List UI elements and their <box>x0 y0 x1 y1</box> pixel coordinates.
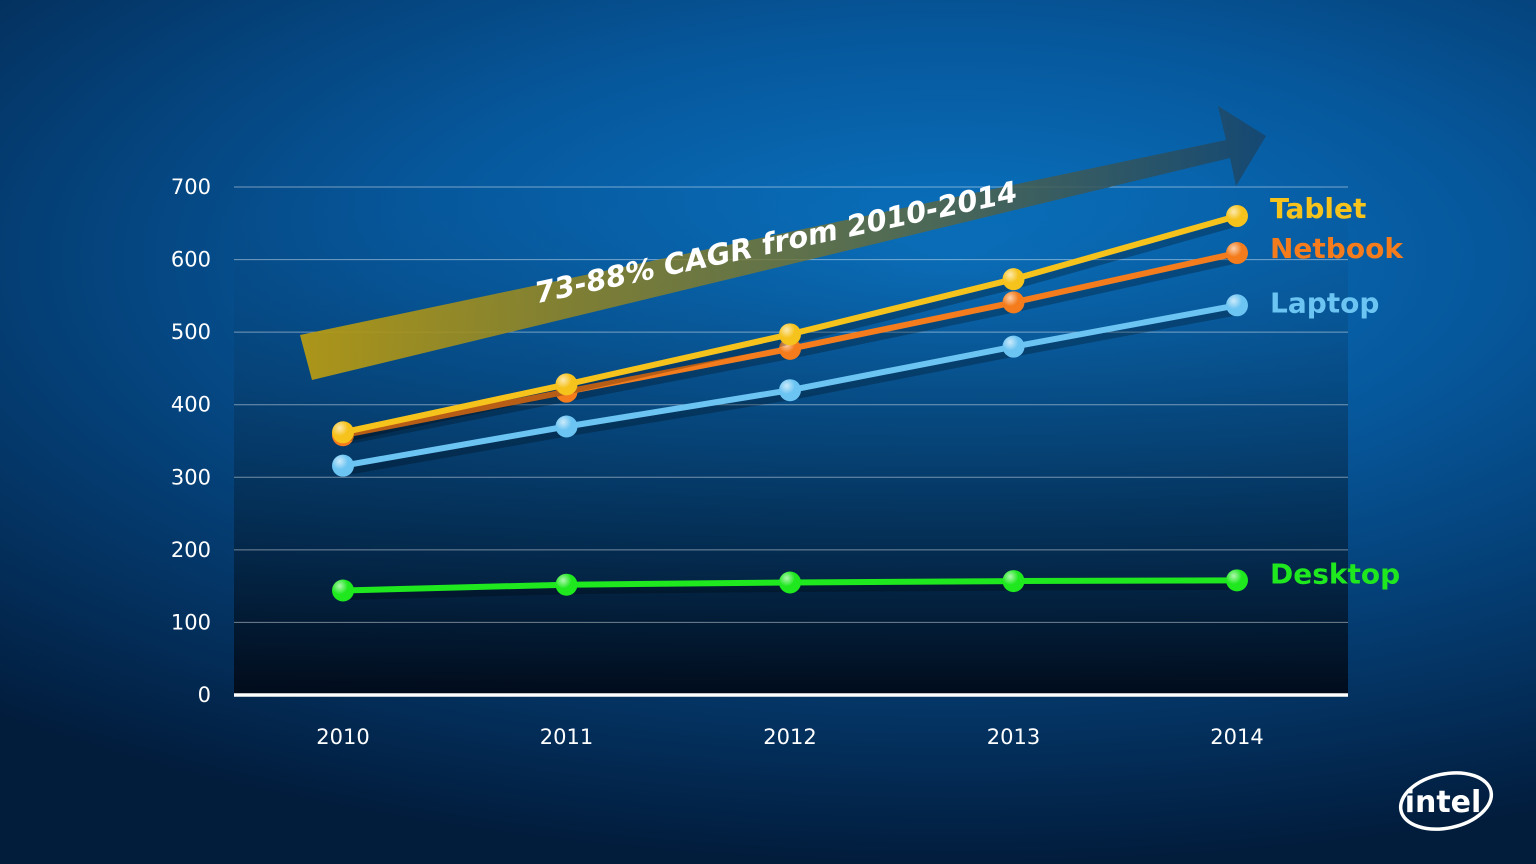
desktop-point-highlight <box>332 579 354 602</box>
y-tick-label: 0 <box>198 683 211 707</box>
y-tick-label: 100 <box>171 610 211 634</box>
x-tick-label: 2013 <box>987 725 1040 749</box>
laptop-point-highlight <box>779 379 801 402</box>
tablet-point-highlight <box>1226 205 1248 228</box>
laptop-series: Laptop <box>332 286 1379 477</box>
desktop-series-label: Desktop <box>1270 557 1400 590</box>
x-axis-ticks: 2010 2011 2012 2013 2014 <box>316 725 1263 749</box>
y-tick-label: 500 <box>171 320 211 344</box>
cagr-arrow-shape <box>300 106 1266 380</box>
y-tick-label: 700 <box>171 175 211 199</box>
desktop-point-highlight <box>1002 570 1025 593</box>
tablet-series: Tablet <box>332 192 1366 444</box>
laptop-series-label: Laptop <box>1270 286 1379 319</box>
laptop-point-highlight <box>1002 335 1025 358</box>
y-tick-label: 200 <box>171 538 211 562</box>
laptop-point-highlight <box>555 415 578 438</box>
netbook-point-highlight <box>1226 242 1248 265</box>
y-tick-label: 400 <box>171 393 211 417</box>
y-tick-label: 300 <box>171 465 211 489</box>
desktop-point-highlight <box>1226 569 1248 592</box>
netbook-point-highlight <box>1002 291 1025 314</box>
x-tick-label: 2014 <box>1210 725 1263 749</box>
laptop-point-highlight <box>1226 294 1248 317</box>
tablet-point-highlight <box>779 323 801 346</box>
logo-text: intel <box>1405 785 1482 820</box>
laptop-point-highlight <box>332 454 354 477</box>
netbook-series-label: Netbook <box>1270 232 1404 265</box>
desktop-point-highlight <box>779 571 801 594</box>
y-tick-label: 600 <box>171 248 211 272</box>
desktop-series: Desktop <box>332 557 1400 602</box>
y-axis-ticks: 0 100 200 300 400 500 600 700 <box>171 175 211 707</box>
intel-logo-icon: intel <box>1398 771 1494 831</box>
tablet-series-label: Tablet <box>1270 192 1366 225</box>
tablet-point-highlight <box>555 373 578 396</box>
tablet-point-highlight <box>332 421 354 444</box>
series-lines: Desktop Laptop Netbook Tablet <box>332 192 1404 602</box>
desktop-point-highlight <box>555 573 578 596</box>
x-tick-label: 2010 <box>316 725 369 749</box>
tablet-point-highlight <box>1002 268 1025 291</box>
x-tick-label: 2012 <box>763 725 816 749</box>
x-tick-label: 2011 <box>540 725 593 749</box>
